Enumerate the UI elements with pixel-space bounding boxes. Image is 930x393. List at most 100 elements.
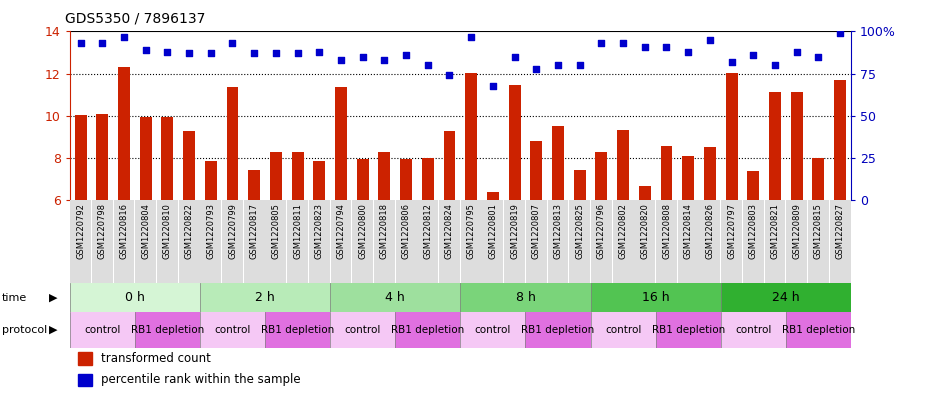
Bar <box>113 200 135 283</box>
Text: GSM1220794: GSM1220794 <box>337 203 346 259</box>
Text: 2 h: 2 h <box>255 291 275 304</box>
Bar <box>721 200 742 283</box>
Bar <box>748 171 759 200</box>
Bar <box>786 312 851 348</box>
Bar <box>74 115 86 200</box>
Bar <box>460 312 525 348</box>
Text: GSM1220814: GSM1220814 <box>684 203 693 259</box>
Text: RB1 depletion: RB1 depletion <box>522 325 594 335</box>
Text: GSM1220799: GSM1220799 <box>228 203 237 259</box>
Point <box>204 50 219 57</box>
Point <box>746 52 761 58</box>
Text: GSM1220818: GSM1220818 <box>379 203 389 259</box>
Text: GSM1220819: GSM1220819 <box>510 203 519 259</box>
Text: GSM1220805: GSM1220805 <box>272 203 281 259</box>
Point <box>790 49 804 55</box>
Text: RB1 depletion: RB1 depletion <box>782 325 855 335</box>
Text: RB1 depletion: RB1 depletion <box>261 325 334 335</box>
Bar <box>704 147 716 200</box>
Bar <box>183 131 195 200</box>
Bar <box>248 171 260 200</box>
Bar <box>552 127 564 200</box>
Bar <box>660 145 672 200</box>
Bar <box>70 312 135 348</box>
Bar <box>678 200 698 283</box>
Bar <box>227 87 238 200</box>
Bar <box>135 200 156 283</box>
Bar <box>764 200 786 283</box>
Bar <box>200 312 265 348</box>
Point <box>181 50 196 57</box>
Bar <box>77 352 92 365</box>
Bar <box>330 283 460 312</box>
Text: GSM1220798: GSM1220798 <box>98 203 107 259</box>
Point <box>334 57 349 63</box>
Bar <box>460 200 482 283</box>
Text: GSM1220816: GSM1220816 <box>119 203 128 259</box>
Bar <box>287 200 308 283</box>
Bar <box>834 80 846 200</box>
Bar <box>525 200 547 283</box>
Bar <box>569 200 591 283</box>
Bar <box>97 114 108 200</box>
Text: 0 h: 0 h <box>125 291 145 304</box>
Text: GSM1220826: GSM1220826 <box>705 203 714 259</box>
Text: GSM1220811: GSM1220811 <box>293 203 302 259</box>
Text: control: control <box>474 325 512 335</box>
Bar <box>548 200 568 283</box>
Point <box>464 33 479 40</box>
Bar <box>70 283 200 312</box>
Bar <box>357 159 368 200</box>
Bar <box>743 200 764 283</box>
Bar <box>460 283 591 312</box>
Bar <box>721 312 786 348</box>
Text: ▶: ▶ <box>49 325 58 335</box>
Bar <box>200 283 330 312</box>
Bar <box>595 152 607 200</box>
Bar <box>769 92 781 200</box>
Bar <box>335 87 347 200</box>
Bar <box>422 158 433 200</box>
Bar <box>439 200 460 283</box>
Text: GSM1220796: GSM1220796 <box>597 203 606 259</box>
Bar <box>656 200 677 283</box>
Bar <box>200 200 221 283</box>
Point <box>312 49 326 55</box>
Text: GSM1220824: GSM1220824 <box>445 203 454 259</box>
Bar <box>591 283 721 312</box>
Point <box>139 47 153 53</box>
Bar <box>400 159 412 200</box>
Point <box>420 62 435 68</box>
Bar <box>618 130 629 200</box>
Point <box>377 57 392 63</box>
Text: GSM1220800: GSM1220800 <box>358 203 367 259</box>
Bar <box>504 200 525 283</box>
Bar <box>418 200 438 283</box>
Text: control: control <box>604 325 642 335</box>
Text: GSM1220803: GSM1220803 <box>749 203 758 259</box>
Text: control: control <box>84 325 121 335</box>
Text: GSM1220825: GSM1220825 <box>575 203 584 259</box>
Text: control: control <box>344 325 381 335</box>
Text: percentile rank within the sample: percentile rank within the sample <box>101 373 300 386</box>
Text: ▶: ▶ <box>49 293 58 303</box>
Bar <box>292 152 303 200</box>
Bar <box>591 200 612 283</box>
Bar <box>265 312 330 348</box>
Bar <box>639 185 651 200</box>
Bar <box>634 200 656 283</box>
Point <box>637 44 652 50</box>
Bar <box>205 162 217 200</box>
Bar <box>613 200 633 283</box>
Text: GSM1220793: GSM1220793 <box>206 203 216 259</box>
Text: RB1 depletion: RB1 depletion <box>131 325 204 335</box>
Bar <box>786 200 807 283</box>
Bar <box>313 162 326 200</box>
Point <box>594 40 609 46</box>
Point <box>442 72 457 79</box>
Bar <box>790 92 803 200</box>
Bar <box>483 200 503 283</box>
Text: control: control <box>735 325 772 335</box>
Point <box>724 59 739 65</box>
Text: 16 h: 16 h <box>642 291 670 304</box>
